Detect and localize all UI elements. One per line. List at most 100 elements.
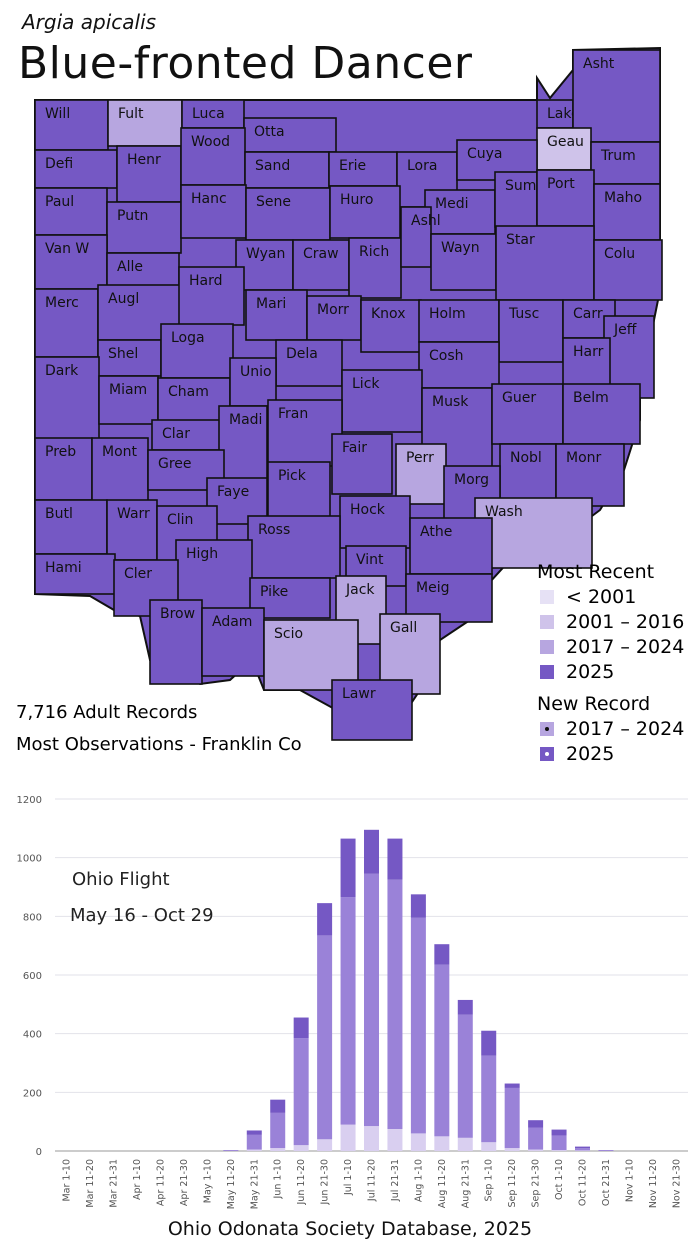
county-label: Hock bbox=[350, 502, 386, 518]
county-luca: Luca bbox=[181, 99, 245, 129]
bar-segment bbox=[504, 1083, 520, 1088]
county-label: Hanc bbox=[191, 191, 227, 207]
legend-swatch bbox=[540, 590, 554, 604]
x-tick-label: Nov 21-30 bbox=[671, 1159, 682, 1208]
county-asht: Asht bbox=[572, 49, 661, 143]
county-shape bbox=[555, 443, 625, 507]
x-tick-label: May 21-31 bbox=[249, 1159, 260, 1209]
county-label: Huro bbox=[340, 192, 373, 208]
county-shape bbox=[395, 443, 447, 505]
county-shape bbox=[263, 619, 359, 691]
county-shape bbox=[536, 127, 592, 171]
county-shape bbox=[180, 184, 247, 239]
county-label: Wyan bbox=[246, 246, 285, 262]
county-label: Monr bbox=[566, 450, 602, 466]
county-jack: Jack bbox=[335, 575, 387, 645]
county-label: Sand bbox=[255, 158, 290, 174]
adult-records-count: 7,716 Adult Records bbox=[16, 702, 197, 723]
county-sand: Sand bbox=[244, 151, 330, 189]
county-colu: Colu bbox=[593, 239, 663, 301]
county-label: Defi bbox=[45, 156, 73, 172]
legend-title-most-recent: Most Recent bbox=[537, 561, 654, 583]
bar-segment bbox=[317, 935, 333, 1140]
county-wood: Wood bbox=[180, 127, 246, 186]
x-tick-label: May 11-20 bbox=[226, 1159, 237, 1209]
x-tick-label: Mar 1-10 bbox=[62, 1159, 73, 1202]
county-shape bbox=[247, 515, 341, 579]
county-label: Jack bbox=[345, 582, 375, 598]
county-knox: Knox bbox=[360, 299, 422, 353]
county-shape bbox=[245, 289, 308, 341]
county-shel: Shel bbox=[97, 339, 162, 377]
county-henr: Henr bbox=[116, 145, 182, 203]
y-tick-label: 1200 bbox=[17, 795, 42, 806]
county-shape bbox=[245, 187, 331, 241]
county-maho: Maho bbox=[593, 183, 661, 241]
x-tick-label: May 1-10 bbox=[202, 1159, 213, 1203]
county-label: Dela bbox=[286, 346, 318, 362]
county-label: Cham bbox=[168, 384, 209, 400]
flight-annotation-title: Ohio Flight bbox=[72, 869, 170, 890]
county-label: Pike bbox=[260, 584, 288, 600]
x-tick-label: Apr 11-20 bbox=[156, 1159, 167, 1206]
bar-segment bbox=[364, 1126, 379, 1151]
county-geau: Geau bbox=[536, 127, 592, 171]
x-tick-label: Oct 21-31 bbox=[601, 1159, 612, 1206]
x-tick-label: Sep 21-30 bbox=[531, 1159, 542, 1208]
bar-segment bbox=[575, 1146, 590, 1149]
county-perr: Perr bbox=[395, 443, 447, 505]
legend-new-label: 2025 bbox=[566, 743, 614, 765]
bar-segment bbox=[246, 1149, 262, 1151]
county-holm: Holm bbox=[418, 299, 500, 343]
county-label: Faye bbox=[217, 484, 249, 500]
county-shape bbox=[34, 499, 108, 555]
county-label: Knox bbox=[371, 306, 405, 322]
bar-segment bbox=[387, 879, 403, 1129]
county-label: Alle bbox=[117, 259, 143, 275]
bar-segment bbox=[481, 1055, 497, 1143]
county-mont: Mont bbox=[91, 437, 149, 503]
bar-segment bbox=[551, 1129, 567, 1136]
county-fair: Fair bbox=[331, 433, 393, 495]
species-title: Blue-fronted Dancer bbox=[18, 38, 473, 89]
x-tick-label: Jul 1-10 bbox=[343, 1159, 354, 1196]
county-label: Will bbox=[45, 106, 70, 122]
bar-segment bbox=[457, 999, 473, 1015]
county-belm: Belm bbox=[562, 383, 641, 445]
county-label: Merc bbox=[45, 295, 79, 311]
legend-label: 2017 – 2024 bbox=[566, 636, 684, 658]
county-label: Mont bbox=[102, 444, 138, 460]
county-shape bbox=[34, 288, 99, 358]
x-tick-label: Aug 11-20 bbox=[437, 1159, 448, 1208]
county-label: Scio bbox=[274, 626, 303, 642]
county-label: Mari bbox=[256, 296, 286, 312]
county-shape bbox=[409, 517, 493, 575]
data-source: Ohio Odonata Society Database, 2025 bbox=[167, 1218, 533, 1240]
county-shape bbox=[106, 201, 182, 254]
county-label: Athe bbox=[420, 524, 452, 540]
x-tick-label: Jun 1-10 bbox=[273, 1159, 284, 1199]
county-label: Hami bbox=[45, 560, 82, 576]
county-label: Luca bbox=[192, 106, 225, 122]
bar-segment bbox=[364, 829, 379, 874]
county-label: Morr bbox=[317, 302, 349, 318]
legend-label: 2025 bbox=[566, 661, 614, 683]
legend-swatch bbox=[540, 640, 554, 654]
county-label: Wood bbox=[191, 134, 230, 150]
x-tick-label: Nov 1-10 bbox=[624, 1159, 635, 1202]
county-shape bbox=[329, 185, 401, 239]
county-wayn: Wayn bbox=[430, 233, 497, 291]
county-hock: Hock bbox=[339, 495, 411, 549]
bar-segment bbox=[528, 1149, 544, 1151]
county-wyan: Wyan bbox=[235, 239, 294, 291]
county-morr: Morr bbox=[306, 295, 362, 341]
county-label: Rich bbox=[359, 244, 389, 260]
county-guer: Guer bbox=[491, 383, 564, 445]
county-rich: Rich bbox=[348, 237, 402, 299]
county-label: Unio bbox=[240, 364, 272, 380]
county-hanc: Hanc bbox=[180, 184, 247, 239]
county-label: Meig bbox=[416, 580, 449, 596]
new-record-dot-icon bbox=[545, 727, 549, 731]
county-nobl: Nobl bbox=[499, 443, 557, 501]
county-label: Loga bbox=[171, 330, 205, 346]
